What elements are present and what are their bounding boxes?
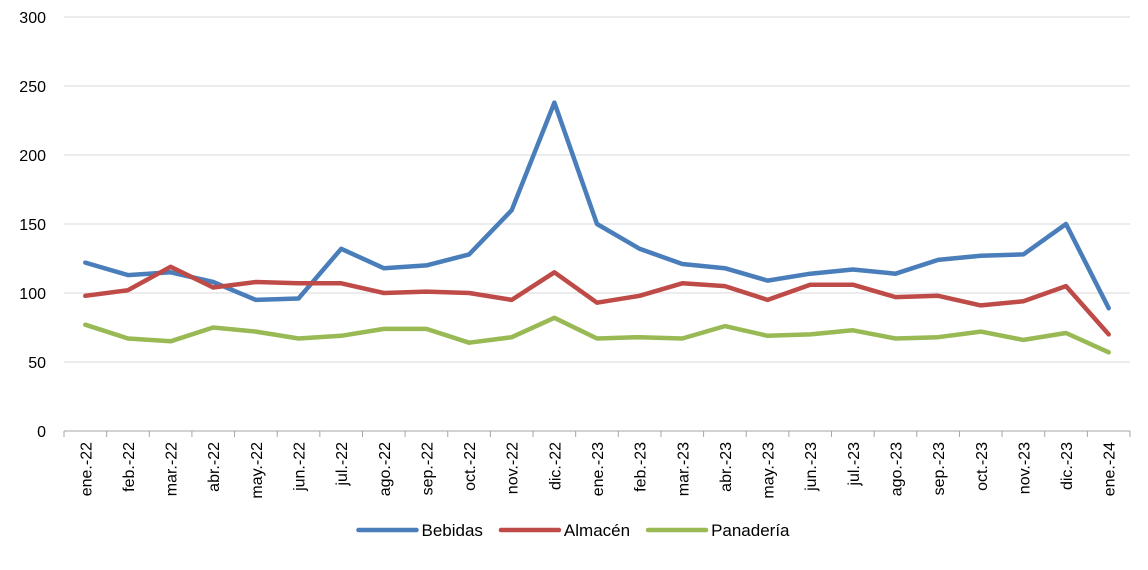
x-tick-label: dic.-23 (1059, 442, 1076, 490)
series-line-bebidas (83, 100, 1111, 311)
x-tick-label: jun.-22 (292, 442, 309, 492)
x-tick-label: nov.-23 (1016, 442, 1033, 494)
legend-label: Panadería (711, 521, 790, 540)
x-tick-label: feb.-22 (121, 442, 138, 492)
x-tick-label: oct.-23 (974, 442, 991, 491)
y-axis: 0 50 100 150 200 250 300 (19, 10, 46, 441)
x-tick-label: mar.-23 (675, 442, 692, 496)
x-tick-label: ene.-24 (1102, 442, 1119, 496)
x-tick-label: mar.-22 (164, 442, 181, 496)
x-tick-label: abr.-23 (718, 442, 735, 492)
x-axis: ene.-22 feb.-22 mar.-22 abr.-22 may.-22 jun.-… (63, 430, 1131, 499)
y-tick-label: 200 (19, 148, 46, 165)
x-tick-label: jul.-22 (334, 442, 351, 487)
x-tick-label: jul.-23 (846, 442, 863, 487)
x-tick-label: dic.-22 (547, 442, 564, 490)
series-line-panadería (83, 315, 1111, 355)
x-tick-label: sep.-23 (931, 442, 948, 495)
x-tick-label: ene.-23 (590, 442, 607, 496)
grid-lines (64, 16, 1130, 363)
x-tick-label: feb.-23 (633, 442, 650, 492)
y-tick-label: 300 (19, 10, 46, 27)
legend-item-panadería: Panadería (645, 521, 790, 540)
series-lines (83, 100, 1111, 355)
x-tick-label: nov.-22 (505, 442, 522, 494)
y-tick-label: 250 (19, 79, 46, 96)
y-tick-label: 50 (28, 355, 46, 372)
x-tick-label: ago.-22 (377, 442, 394, 496)
x-tick-label: jun.-23 (803, 442, 820, 492)
y-tick-label: 0 (37, 424, 46, 441)
y-tick-label: 100 (19, 286, 46, 303)
legend-item-almacén: Almacén (498, 521, 630, 540)
legend-label: Almacén (564, 521, 630, 540)
x-tick-label: ene.-22 (78, 442, 95, 496)
legend: Bebidas Almacén Panadería (356, 521, 790, 540)
x-tick-label: ago.-23 (888, 442, 905, 496)
legend-label: Bebidas (421, 521, 482, 540)
legend-item-bebidas: Bebidas (356, 521, 483, 540)
x-tick-label: may.-23 (761, 442, 778, 499)
x-tick-label: may.-22 (249, 442, 266, 499)
x-tick-label: sep.-22 (419, 442, 436, 495)
series-line-almacén (83, 264, 1111, 337)
y-tick-label: 150 (19, 217, 46, 234)
x-tick-label: oct.-22 (462, 442, 479, 491)
x-tick-label: abr.-22 (206, 442, 223, 492)
